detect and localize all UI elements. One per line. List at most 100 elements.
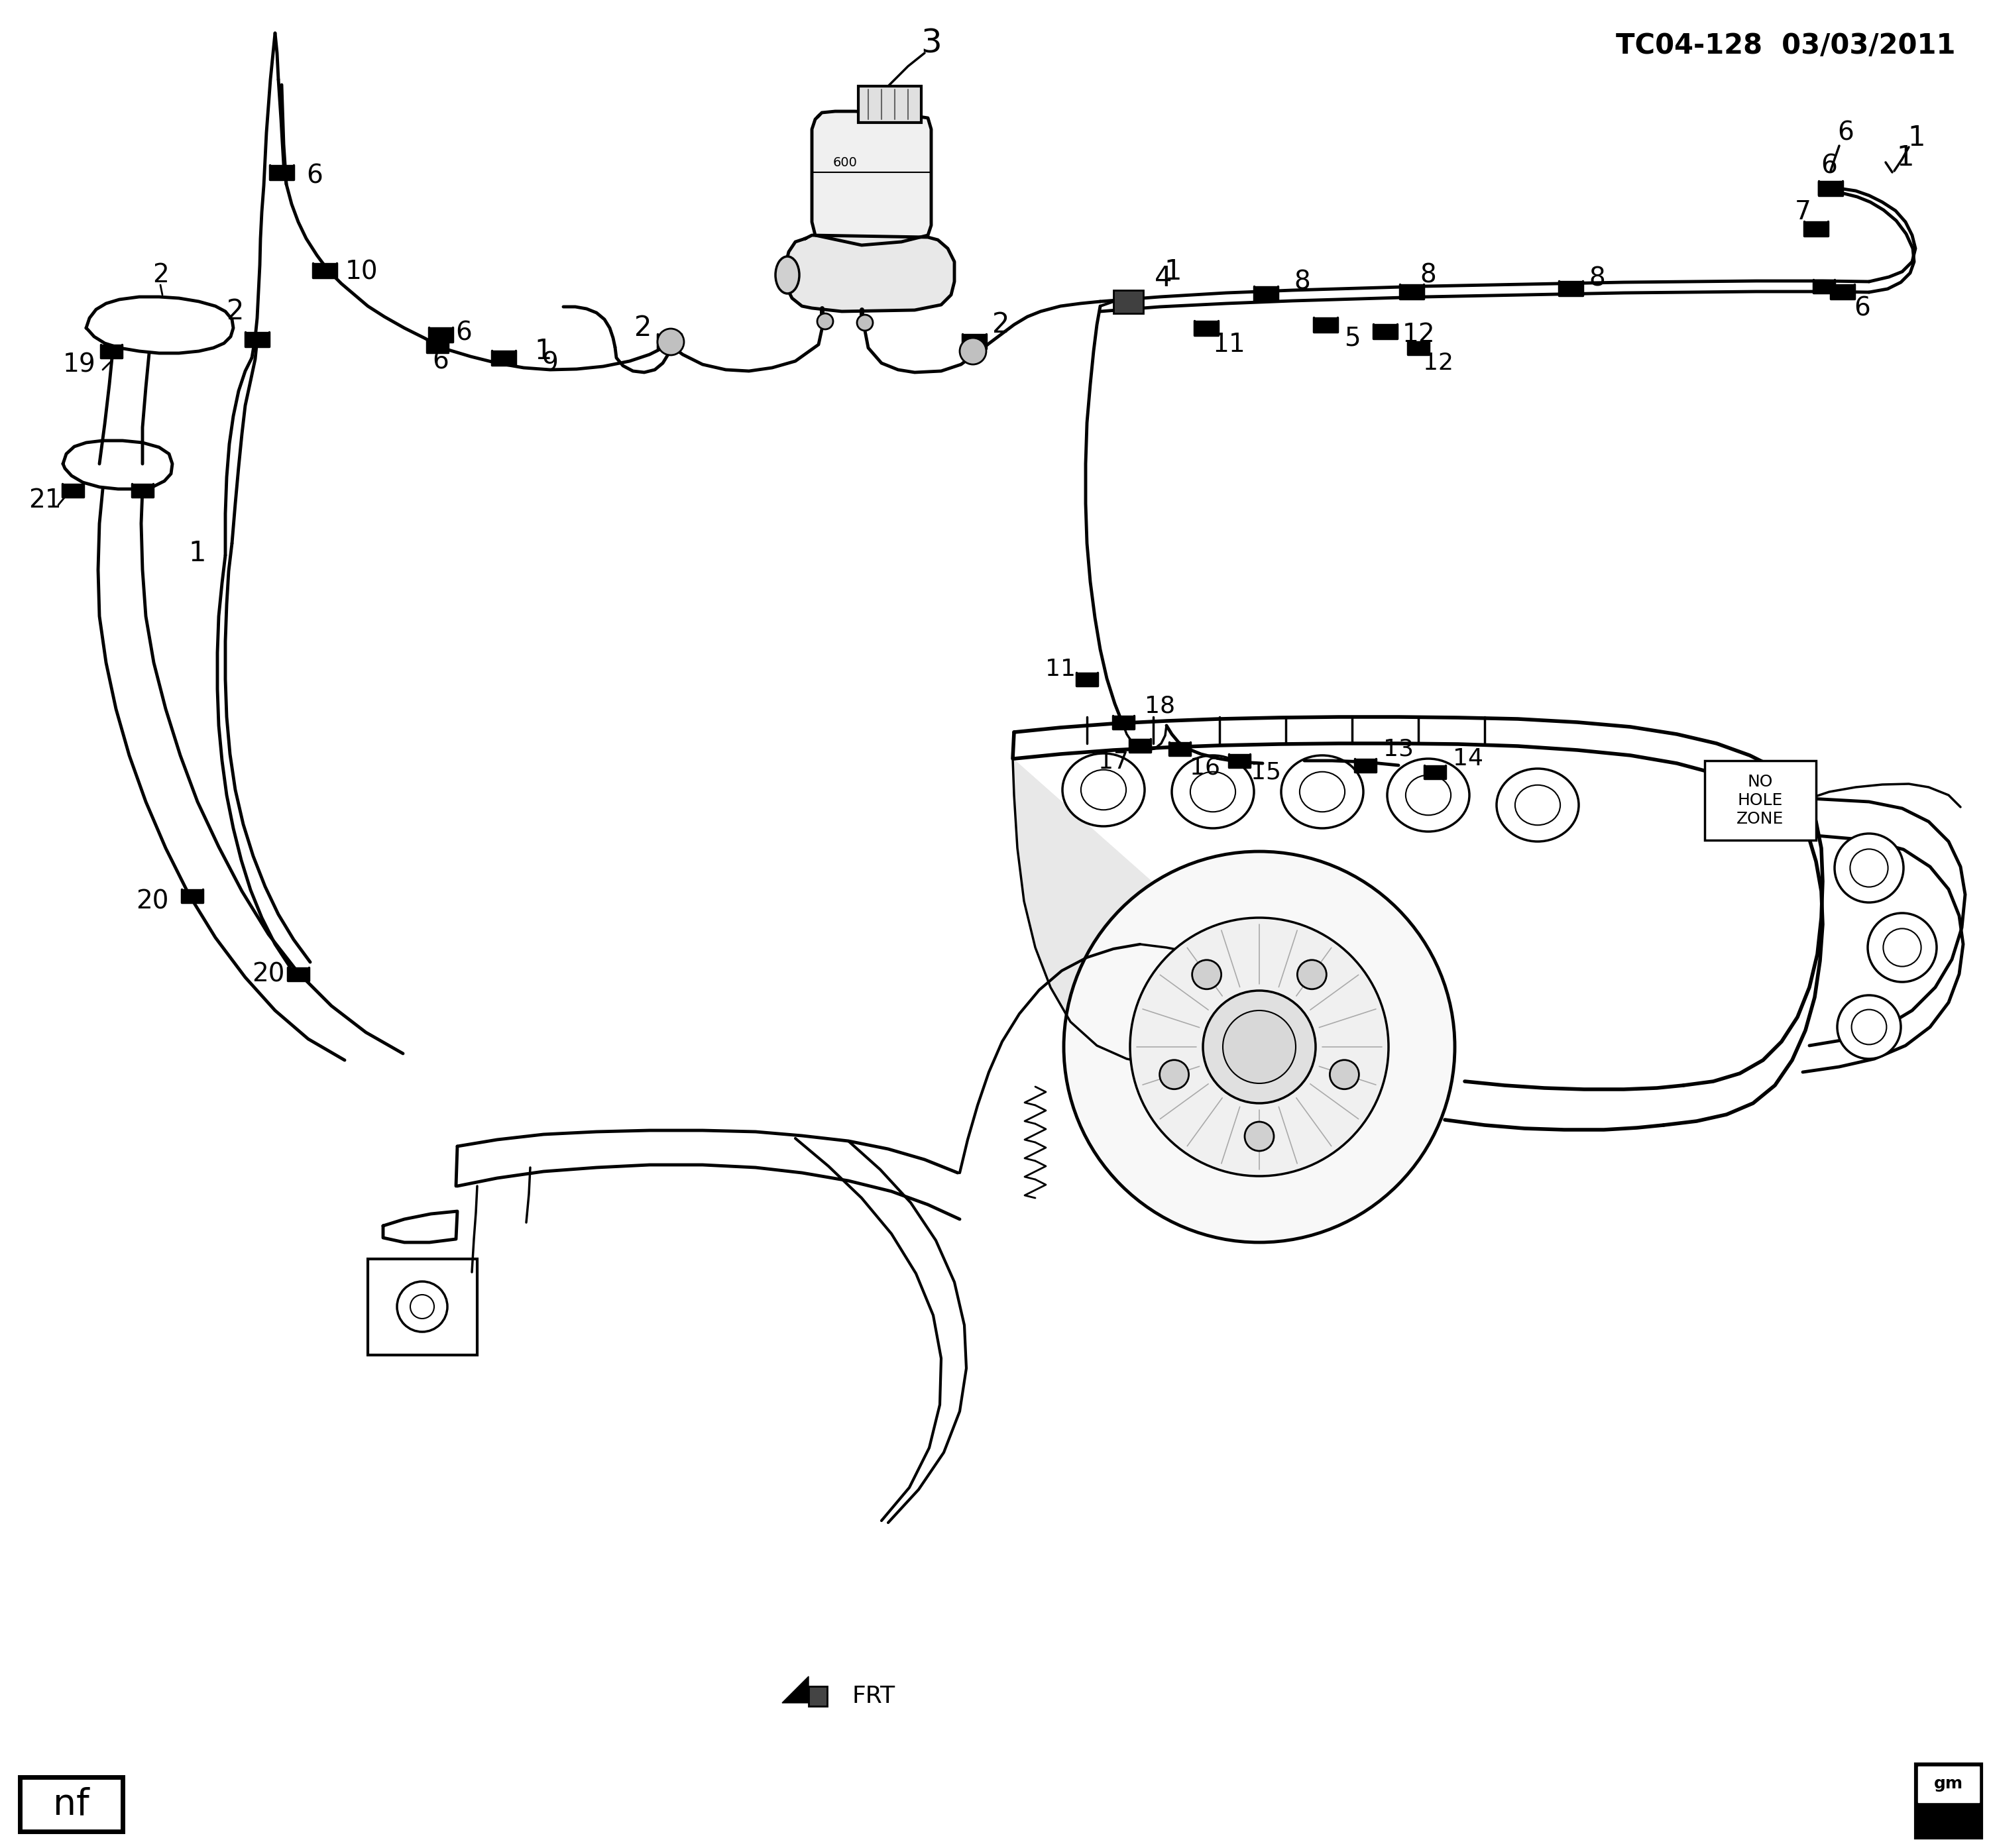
- Circle shape: [1245, 1122, 1273, 1151]
- Text: 6: 6: [455, 320, 471, 346]
- Text: 8: 8: [1295, 270, 1311, 294]
- Ellipse shape: [1496, 769, 1579, 841]
- Polygon shape: [1818, 181, 1842, 196]
- Polygon shape: [1076, 673, 1098, 686]
- Polygon shape: [658, 334, 682, 349]
- Polygon shape: [1408, 342, 1428, 355]
- Polygon shape: [812, 111, 931, 246]
- Text: FRT: FRT: [851, 1685, 895, 1708]
- Text: 14: 14: [1452, 747, 1484, 771]
- Polygon shape: [245, 333, 269, 346]
- Polygon shape: [1818, 181, 1840, 194]
- Polygon shape: [1130, 739, 1150, 752]
- Circle shape: [1233, 1022, 1285, 1072]
- Text: 17: 17: [1098, 750, 1128, 772]
- Text: 21: 21: [28, 488, 62, 514]
- Text: 15: 15: [1251, 761, 1281, 784]
- Polygon shape: [1424, 765, 1446, 778]
- Circle shape: [658, 329, 684, 355]
- Text: 6: 6: [1822, 153, 1838, 177]
- Polygon shape: [1170, 743, 1189, 756]
- Ellipse shape: [1062, 754, 1144, 826]
- Ellipse shape: [776, 257, 800, 294]
- Ellipse shape: [1281, 756, 1362, 828]
- Bar: [1915, 1763, 1981, 1839]
- Polygon shape: [181, 889, 203, 902]
- Text: 7: 7: [1794, 200, 1812, 225]
- Circle shape: [857, 314, 873, 331]
- Ellipse shape: [1172, 756, 1253, 828]
- Polygon shape: [1012, 760, 1343, 1066]
- Circle shape: [817, 314, 833, 329]
- Text: 20: 20: [135, 889, 169, 913]
- Circle shape: [1868, 913, 1937, 981]
- Polygon shape: [288, 968, 308, 981]
- Text: 9: 9: [541, 351, 559, 375]
- Bar: [20, 1778, 123, 1831]
- Text: 2: 2: [993, 310, 1010, 338]
- Circle shape: [1297, 959, 1327, 989]
- Polygon shape: [1804, 222, 1828, 237]
- Polygon shape: [428, 340, 448, 353]
- Text: 13: 13: [1382, 737, 1414, 760]
- Text: 5: 5: [1345, 325, 1360, 351]
- Text: 11: 11: [1213, 333, 1245, 357]
- Text: 1: 1: [535, 338, 553, 366]
- Circle shape: [1838, 996, 1901, 1059]
- Text: 8: 8: [1589, 266, 1605, 290]
- Text: 12: 12: [1422, 351, 1454, 375]
- Text: 20: 20: [253, 961, 284, 987]
- Circle shape: [961, 338, 987, 364]
- Bar: [810, 1687, 827, 1706]
- Text: 1: 1: [1898, 144, 1913, 172]
- Polygon shape: [101, 346, 121, 357]
- Text: 19: 19: [64, 351, 95, 377]
- Bar: [859, 87, 921, 122]
- Circle shape: [1331, 1061, 1358, 1088]
- Text: gm: gm: [1933, 1776, 1963, 1793]
- Text: 6: 6: [306, 163, 322, 188]
- Polygon shape: [786, 235, 955, 312]
- Text: 1: 1: [189, 540, 207, 567]
- Text: 10: 10: [344, 259, 378, 285]
- Text: 3: 3: [921, 28, 941, 59]
- Polygon shape: [1372, 323, 1396, 338]
- Text: NO
HOLE
ZONE: NO HOLE ZONE: [1736, 774, 1784, 826]
- Polygon shape: [1814, 279, 1834, 292]
- Polygon shape: [1253, 286, 1277, 301]
- Text: 2: 2: [634, 314, 652, 342]
- Polygon shape: [1112, 715, 1134, 728]
- Polygon shape: [312, 262, 336, 277]
- Polygon shape: [1830, 285, 1854, 299]
- Polygon shape: [491, 351, 515, 364]
- Polygon shape: [1193, 322, 1217, 334]
- Polygon shape: [782, 1676, 810, 1702]
- Polygon shape: [963, 334, 987, 349]
- Text: TC04-128  03/03/2011: TC04-128 03/03/2011: [1615, 31, 1955, 59]
- Bar: [1114, 290, 1144, 314]
- Polygon shape: [271, 164, 294, 179]
- Text: 12: 12: [1402, 322, 1434, 347]
- Text: 6: 6: [1854, 296, 1870, 322]
- Circle shape: [1064, 852, 1454, 1242]
- Text: 6: 6: [1838, 120, 1854, 146]
- Bar: [368, 1258, 477, 1355]
- Bar: [1917, 1767, 1979, 1802]
- Circle shape: [1191, 959, 1221, 989]
- Text: 8: 8: [1420, 262, 1436, 288]
- Text: 4: 4: [1154, 264, 1172, 292]
- Text: spo: spo: [1937, 1805, 1961, 1818]
- Text: 11: 11: [1044, 658, 1076, 680]
- Circle shape: [1223, 1011, 1295, 1083]
- Polygon shape: [131, 484, 153, 497]
- Bar: [1705, 761, 1816, 841]
- Polygon shape: [62, 484, 84, 497]
- Text: 16: 16: [1189, 756, 1219, 778]
- Text: nf: nf: [54, 1787, 90, 1822]
- Polygon shape: [1400, 285, 1424, 299]
- Polygon shape: [1313, 318, 1337, 333]
- Text: 18: 18: [1144, 695, 1175, 717]
- Polygon shape: [1559, 281, 1583, 296]
- Polygon shape: [430, 327, 453, 342]
- Circle shape: [1203, 991, 1315, 1103]
